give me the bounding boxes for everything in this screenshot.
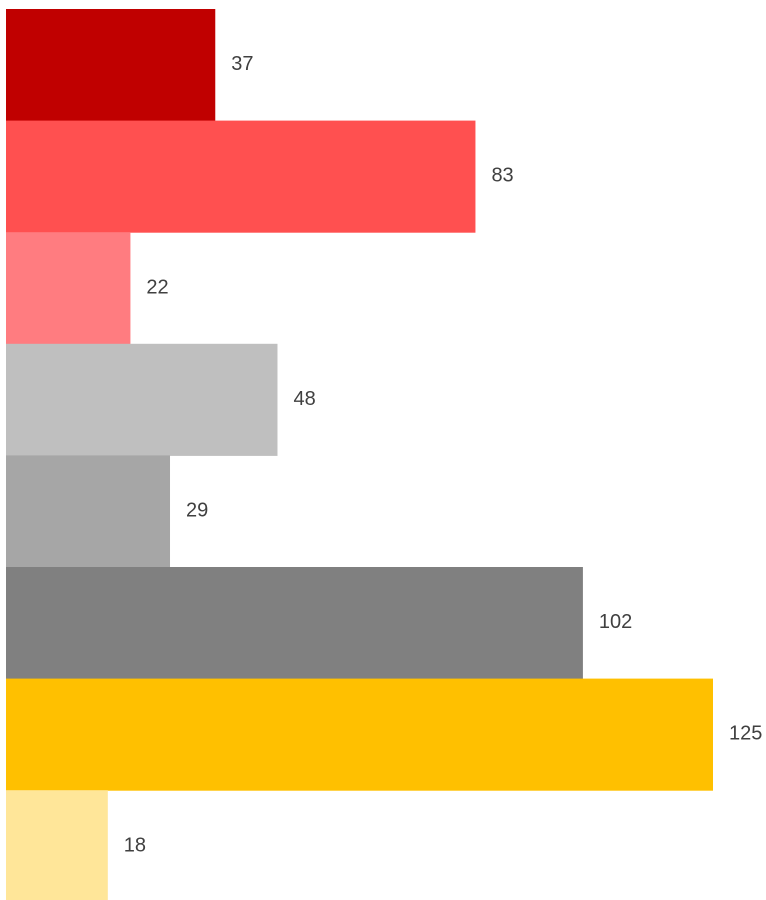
- bar-1: [6, 9, 216, 122]
- bar-value-label-5: 29: [186, 499, 208, 521]
- bar-value-label-2: 83: [491, 165, 513, 187]
- bar-series: [6, 9, 713, 900]
- bar-value-label-3: 22: [146, 276, 168, 298]
- bar-6: [6, 567, 583, 680]
- bar-3: [6, 232, 131, 345]
- bar-value-label-4: 48: [293, 388, 315, 410]
- bar-7: [6, 678, 713, 791]
- bar-2: [6, 120, 476, 233]
- bar-value-label-1: 37: [231, 53, 253, 75]
- bar-value-label-6: 102: [599, 611, 632, 633]
- bar-4: [6, 343, 278, 456]
- bar-value-label-7: 125: [729, 723, 762, 745]
- value-labels: 37 83 22 48 29 102 125 18: [124, 53, 763, 856]
- bar-5: [6, 455, 171, 568]
- bar-value-label-8: 18: [124, 834, 146, 856]
- bar-8: [6, 790, 108, 900]
